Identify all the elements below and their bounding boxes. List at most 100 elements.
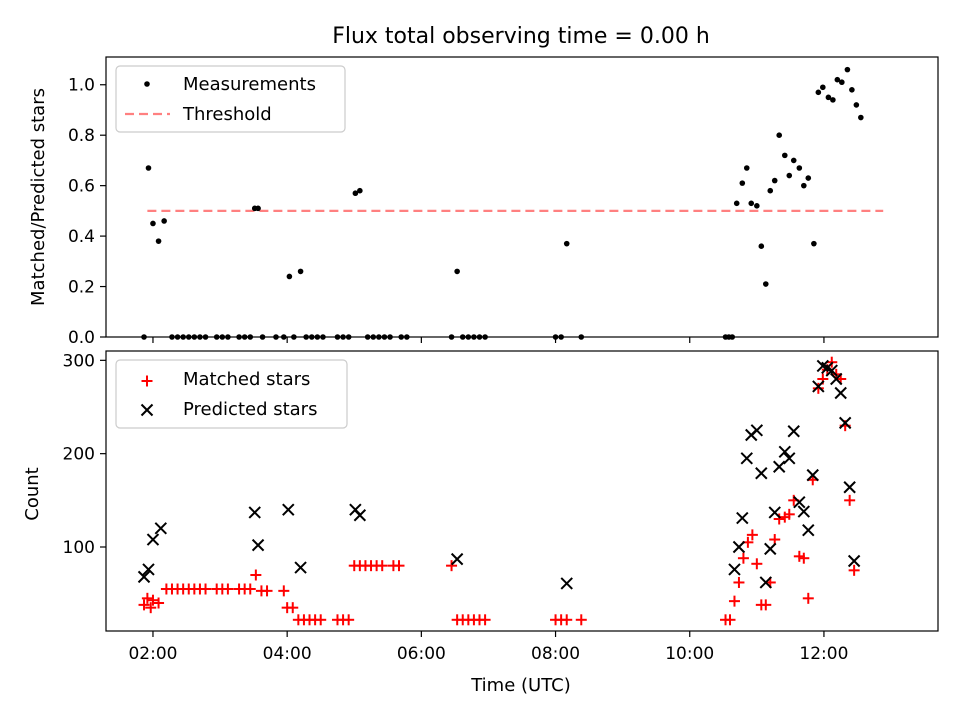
predicted-point xyxy=(740,452,753,465)
measurement-point xyxy=(743,165,750,171)
predicted-point xyxy=(736,511,749,525)
measurement-point xyxy=(185,334,192,340)
measurement-point xyxy=(762,281,769,287)
cross-stroke-b xyxy=(140,403,154,417)
matched-point xyxy=(724,614,736,626)
measurement-point xyxy=(357,187,363,194)
matched-point xyxy=(147,594,159,606)
cross-stroke-b xyxy=(793,495,806,509)
measurement-point xyxy=(796,165,803,171)
cross-stroke-b xyxy=(146,533,160,546)
measurement-point xyxy=(729,334,736,340)
matched-point xyxy=(315,614,327,626)
measurement-point xyxy=(815,89,822,96)
top-y-axis-label: Matched/Predicted stars xyxy=(28,88,49,306)
cross-stroke-b xyxy=(812,380,825,393)
top-y-tick-label: 0.0 xyxy=(68,328,95,348)
cross-stroke-b xyxy=(755,467,768,480)
cross-stroke-b xyxy=(248,506,261,519)
measurement-point xyxy=(364,334,371,340)
measurement-point xyxy=(448,334,455,340)
measurement-point xyxy=(241,334,248,340)
predicted-point xyxy=(764,542,777,556)
measurement-point xyxy=(314,334,321,340)
measurement-point xyxy=(858,114,864,121)
measurement-point xyxy=(303,334,309,340)
bottom-y-axis-label: Count xyxy=(22,467,43,520)
predicted-point xyxy=(560,577,573,590)
measurement-point xyxy=(334,334,341,340)
measurement-point xyxy=(297,268,304,275)
predicted-point xyxy=(353,509,367,522)
predicted-point xyxy=(154,522,168,535)
measurement-point xyxy=(281,334,287,340)
cross-stroke-b xyxy=(142,563,155,576)
measurement-point xyxy=(145,165,152,171)
measurement-point xyxy=(387,334,393,340)
measurement-point xyxy=(459,334,466,340)
matched-point xyxy=(479,614,491,626)
matched-point xyxy=(376,560,388,572)
measurement-point xyxy=(767,187,774,194)
matched-point xyxy=(446,560,458,572)
cross-stroke-b xyxy=(137,570,151,584)
legend-measurements-label: Measurements xyxy=(183,74,316,95)
cross-stroke-b xyxy=(764,542,777,556)
bottom-legend: Matched stars Predicted stars xyxy=(115,359,348,429)
cross-stroke-b xyxy=(787,425,800,438)
matched-point xyxy=(561,614,573,626)
cross-stroke-b xyxy=(847,554,861,568)
predicted-point xyxy=(732,540,746,554)
bottom-legend-box xyxy=(115,359,348,429)
cross-stroke-b xyxy=(736,511,749,525)
matched-point xyxy=(848,564,860,576)
matched-point xyxy=(728,595,740,607)
measurement-point xyxy=(465,334,472,340)
measurement-point xyxy=(404,334,410,340)
measurement-point xyxy=(370,334,377,340)
predicted-point xyxy=(450,552,464,566)
measurement-point xyxy=(308,334,315,340)
predicted-point xyxy=(759,576,772,589)
x-tick-label: 04:00 xyxy=(263,644,312,664)
measurement-point xyxy=(801,182,807,189)
predicted-point xyxy=(251,538,265,552)
top-panel: 0.0 0.2 0.4 0.6 0.8 1.0 Matched/Predicted sta… xyxy=(28,56,939,348)
measurement-point xyxy=(286,273,293,280)
cross-stroke-b xyxy=(282,503,295,516)
legend-predicted-label: Predicted stars xyxy=(183,399,317,420)
cross-stroke-b xyxy=(830,372,843,386)
matched-point xyxy=(751,558,763,570)
cross-stroke-b xyxy=(783,452,796,465)
predicted-point xyxy=(294,561,307,574)
measurement-points xyxy=(141,66,864,340)
predicted-point xyxy=(248,506,261,519)
cross-stroke-b xyxy=(251,538,265,552)
measurement-point xyxy=(771,177,778,184)
matched-point xyxy=(798,552,810,564)
measurement-point xyxy=(844,66,851,73)
top-y-tick-label: 0.8 xyxy=(68,126,95,146)
x-tick-label: 12:00 xyxy=(799,644,848,664)
predicted-point xyxy=(793,495,806,509)
measurement-point xyxy=(839,79,845,86)
top-legend: Measurements Threshold xyxy=(115,65,346,133)
legend-cross xyxy=(140,403,154,417)
predicted-point xyxy=(806,468,819,482)
matched-point xyxy=(343,614,355,626)
measurement-point xyxy=(155,238,162,244)
measurement-point xyxy=(811,240,817,247)
matched-point xyxy=(153,597,165,609)
predicted-point xyxy=(142,563,155,576)
measurement-point xyxy=(758,243,765,249)
measurement-point xyxy=(776,132,783,138)
matched-point xyxy=(393,560,405,572)
cross-stroke-b xyxy=(843,481,856,494)
cross-stroke-b xyxy=(768,506,781,519)
measurement-point xyxy=(150,220,156,227)
matched-point xyxy=(733,576,745,588)
measurement-point xyxy=(820,84,826,91)
measurement-point xyxy=(225,334,231,340)
bottom-panel: 100 200 300 02:00 04:00 06:00 08:00 10:00 12:00… xyxy=(22,350,939,696)
measurement-point xyxy=(790,157,797,164)
